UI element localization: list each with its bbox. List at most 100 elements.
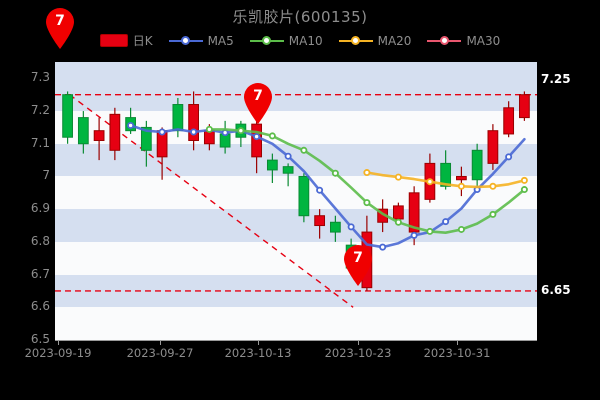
candle-body — [329, 221, 341, 233]
y-axis-tick-label: 7.2 — [30, 103, 50, 118]
annotation-pin[interactable]: 7 — [236, 80, 280, 124]
annotation-pin[interactable]: 7 — [336, 242, 380, 286]
legend-marker-dot-icon — [351, 36, 361, 45]
x-axis-line — [55, 340, 537, 341]
series-point-ma5 — [253, 133, 261, 141]
legend-item-ma10[interactable]: MA10 — [250, 34, 323, 48]
candle-body — [188, 104, 199, 141]
y-axis-tick-label: 6.5 — [30, 332, 50, 346]
series-point-ma10 — [457, 225, 465, 233]
series-point-ma20 — [457, 182, 465, 190]
y-axis-tick-label: 7 — [42, 168, 50, 183]
candle — [487, 124, 499, 170]
candle-swatch-icon — [99, 34, 128, 47]
series-point-ma10 — [268, 132, 276, 140]
legend-label: MA10 — [288, 33, 323, 48]
legend-item-k-candles[interactable]: 日K — [99, 32, 153, 49]
legend-marker-dot-icon — [262, 36, 272, 45]
candle-body — [140, 126, 152, 151]
y-axis-tick-label: 6.6 — [30, 299, 50, 314]
pin-shape-icon — [244, 83, 272, 124]
series-point-ma20 — [394, 173, 402, 181]
series-point-ma5 — [284, 152, 292, 160]
legend-item-ma20[interactable]: MA20 — [339, 33, 412, 48]
x-axis-tick — [258, 340, 259, 345]
candle — [93, 117, 105, 161]
x-axis-tick-label: 2023-10-31 — [423, 346, 491, 360]
x-axis-tick — [58, 340, 59, 345]
plot-area — [55, 62, 537, 340]
series-point-ma10 — [426, 227, 434, 235]
candle — [140, 120, 152, 167]
high-price-label: 7.25 — [541, 72, 571, 86]
candle — [471, 143, 483, 187]
series-point-ma5 — [190, 128, 198, 136]
line-swatch-icon — [250, 35, 284, 47]
candle — [219, 120, 231, 154]
pin-shape-icon — [344, 245, 372, 286]
series-point-ma5 — [410, 231, 418, 239]
candle — [329, 215, 341, 242]
y-axis-tick-label: 6.7 — [30, 266, 50, 281]
series-point-ma5 — [442, 218, 450, 226]
chart-legend: 日K MA5 MA10 MA20 MA30 — [0, 32, 600, 49]
candle-body — [282, 166, 294, 174]
x-axis-tick — [160, 340, 161, 345]
series-point-ma10 — [237, 127, 245, 135]
series-point-ma5 — [505, 153, 513, 161]
legend-item-ma5[interactable]: MA5 — [169, 34, 234, 48]
series-point-ma10 — [300, 146, 308, 154]
low-price-label: 6.65 — [541, 283, 571, 297]
candle-body — [172, 104, 184, 132]
candle — [424, 153, 436, 203]
line-swatch-icon — [169, 35, 203, 47]
page-title: 乐凯胶片(600135) — [232, 8, 368, 26]
y-axis-tick-label: 6.9 — [30, 201, 50, 216]
candle-body — [440, 162, 452, 187]
line-swatch-icon — [339, 35, 373, 47]
candle — [519, 91, 530, 121]
series-line-ma20 — [365, 171, 526, 189]
series-point-ma10 — [331, 169, 339, 177]
annotation-pin-label: 7 — [55, 13, 65, 29]
candle-body — [393, 205, 404, 220]
annotation-pin-label: 7 — [253, 88, 263, 104]
series-point-ma5 — [347, 223, 355, 231]
candle-body — [77, 117, 89, 145]
y-axis-tick-label: 7.1 — [30, 135, 50, 150]
candle — [62, 91, 73, 144]
legend-item-ma30[interactable]: MA30 — [427, 34, 500, 48]
x-axis-tick — [358, 340, 359, 345]
legend-label: MA20 — [377, 33, 412, 48]
candle — [314, 209, 326, 239]
candle-body — [503, 107, 515, 135]
x-axis-tick-label: 2023-09-19 — [24, 346, 92, 360]
grid-band — [55, 143, 537, 177]
series-point-ma20 — [363, 169, 371, 177]
annotation-pin-label: 7 — [353, 250, 363, 266]
candle — [109, 107, 121, 161]
series-point-ma5 — [379, 243, 387, 251]
chart-series-layer — [55, 91, 537, 308]
candle-body — [519, 94, 530, 119]
series-point-ma20 — [426, 178, 434, 186]
candle — [503, 101, 515, 138]
series-point-ma10 — [489, 210, 497, 218]
annotation-pin[interactable]: 7 — [38, 5, 82, 49]
series-point-ma10 — [394, 218, 402, 226]
candle — [77, 111, 89, 154]
line-swatch-icon — [427, 35, 461, 47]
candle-body — [251, 123, 263, 158]
candle-body — [298, 175, 310, 217]
series-point-ma5 — [316, 186, 324, 194]
candle-body — [62, 94, 73, 138]
pin-shape-icon — [46, 8, 74, 49]
candle-body — [456, 175, 467, 181]
candle — [188, 91, 199, 151]
candle-body — [93, 130, 105, 141]
candle — [251, 120, 263, 174]
legend-marker-dot-icon — [181, 36, 191, 45]
series-point-ma20 — [520, 176, 528, 184]
x-axis-tick — [457, 340, 458, 345]
